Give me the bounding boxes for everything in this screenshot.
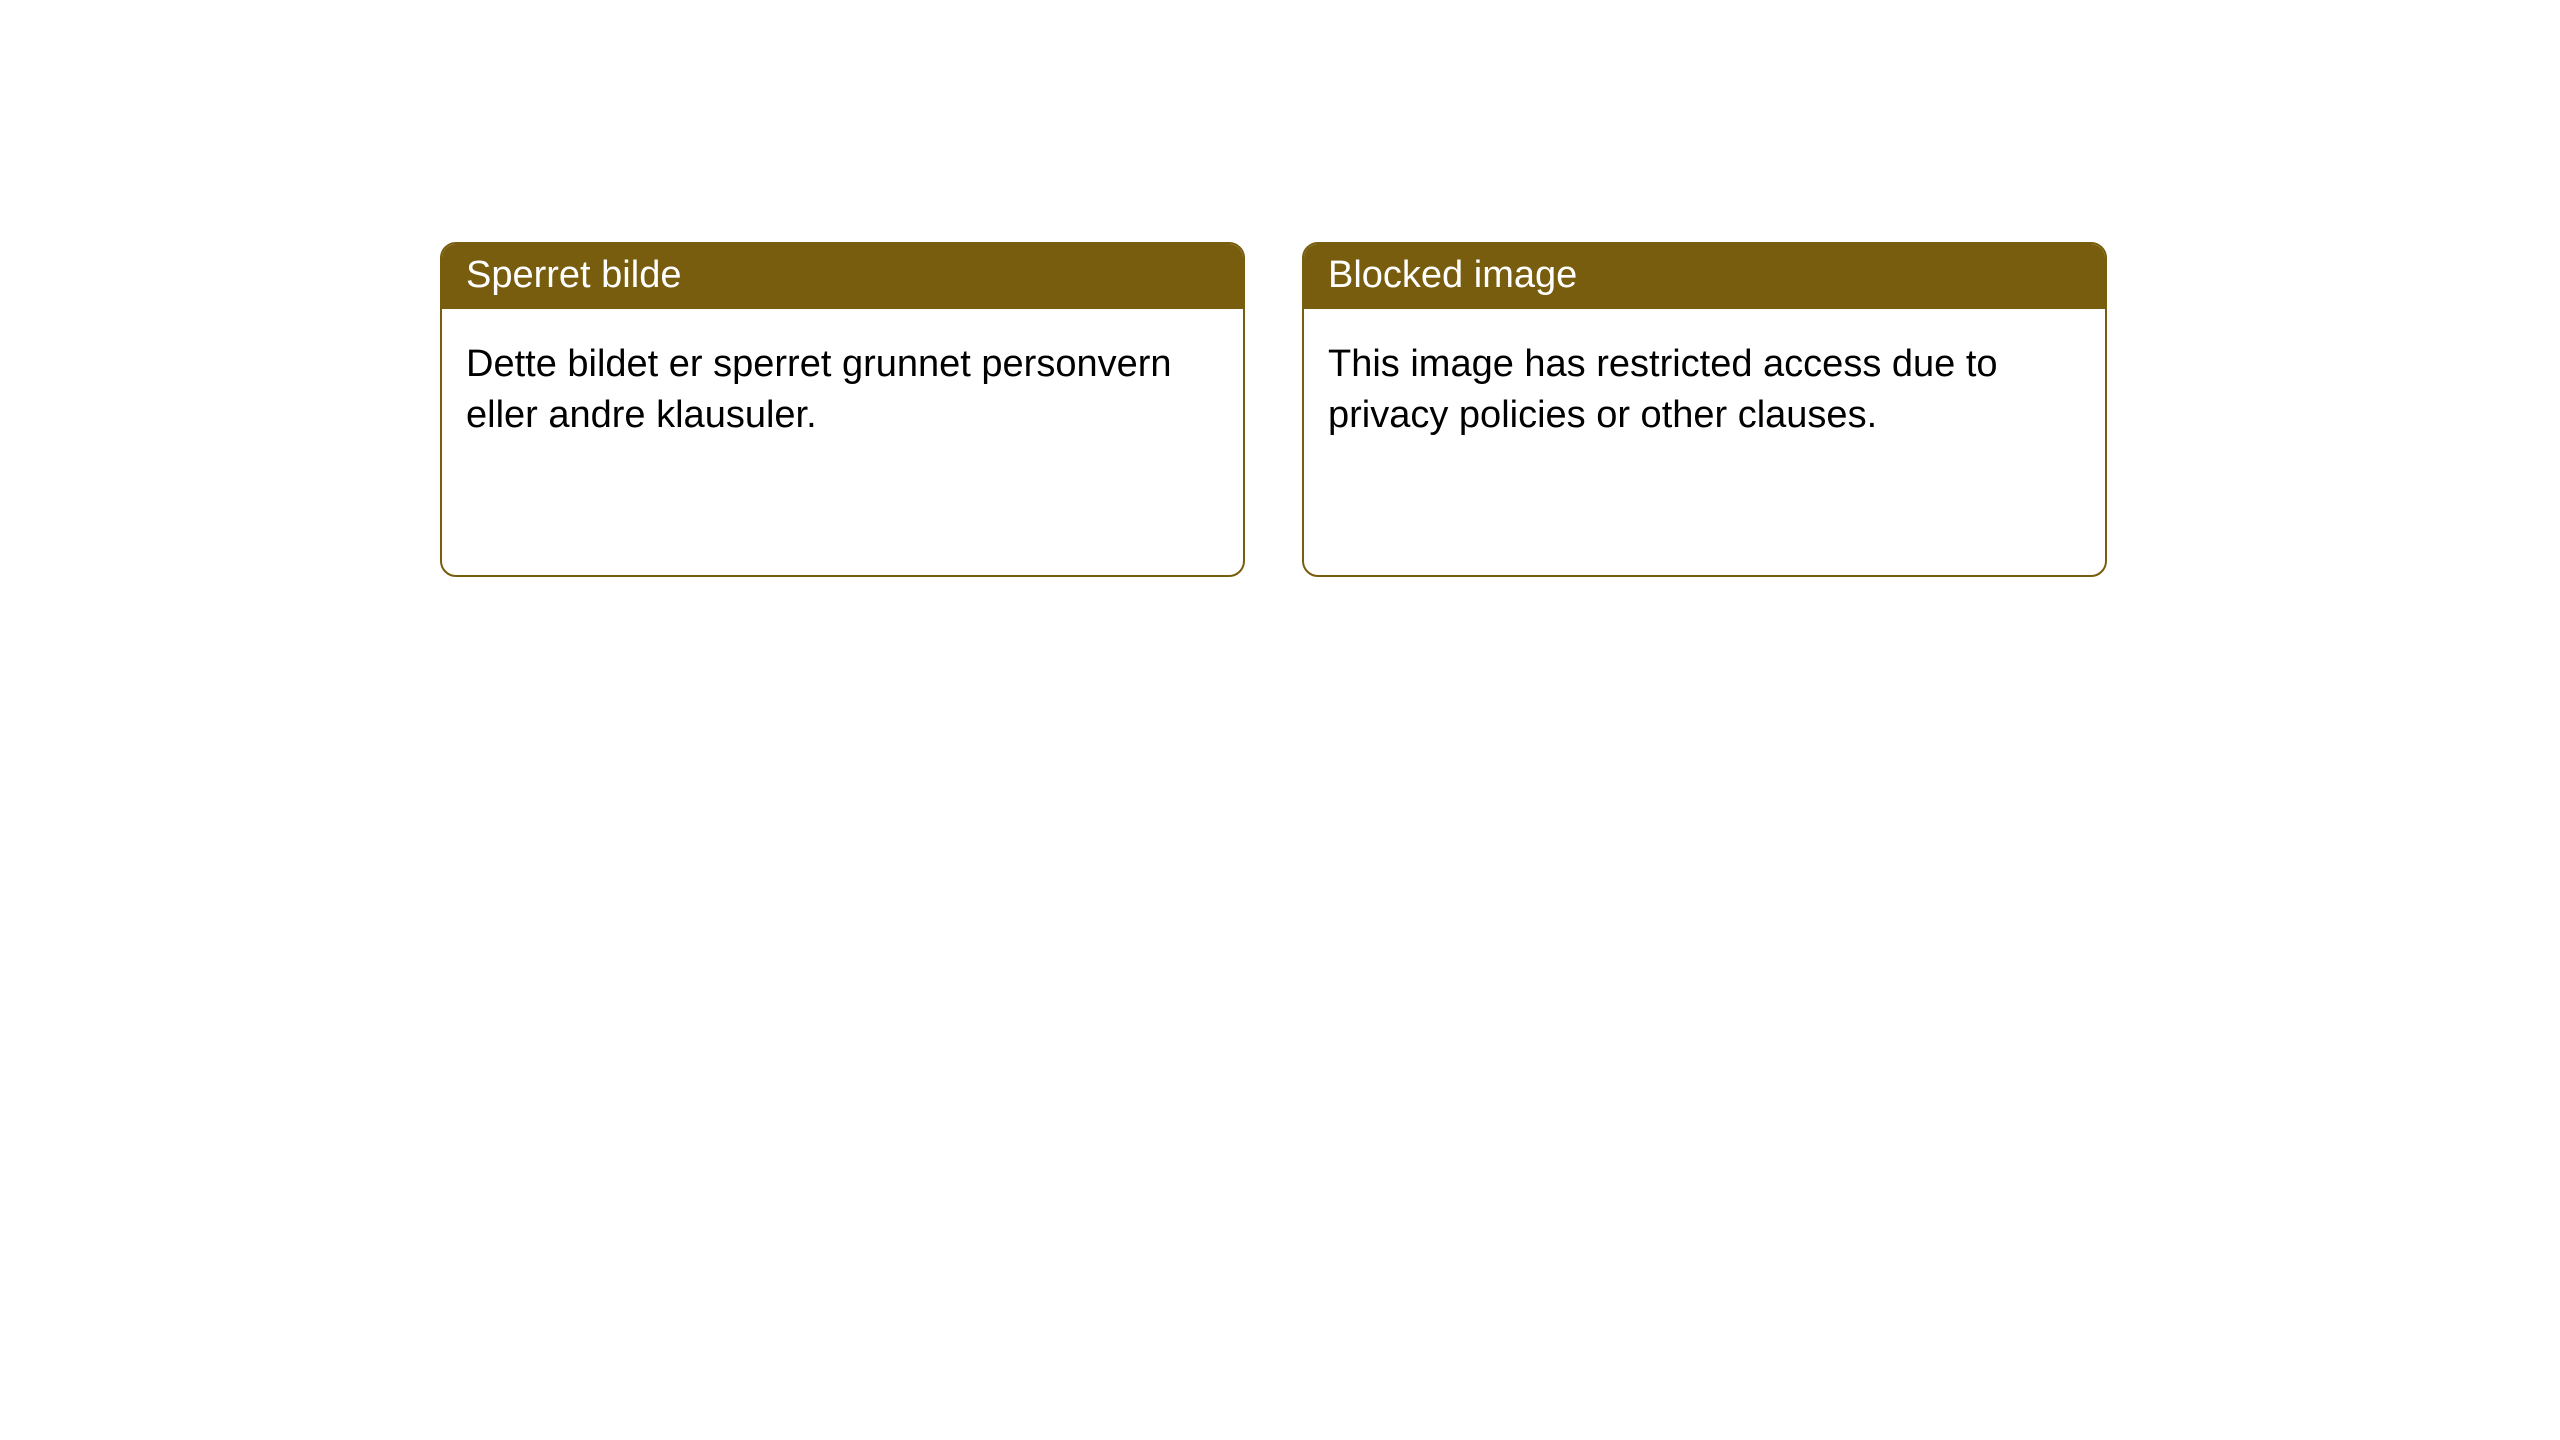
notice-title: Sperret bilde	[442, 244, 1243, 309]
notice-body: Dette bildet er sperret grunnet personve…	[442, 309, 1243, 472]
notice-body: This image has restricted access due to …	[1304, 309, 2105, 472]
notice-title: Blocked image	[1304, 244, 2105, 309]
notice-box-english: Blocked image This image has restricted …	[1302, 242, 2107, 577]
notice-container: Sperret bilde Dette bildet er sperret gr…	[440, 242, 2107, 577]
notice-box-norwegian: Sperret bilde Dette bildet er sperret gr…	[440, 242, 1245, 577]
